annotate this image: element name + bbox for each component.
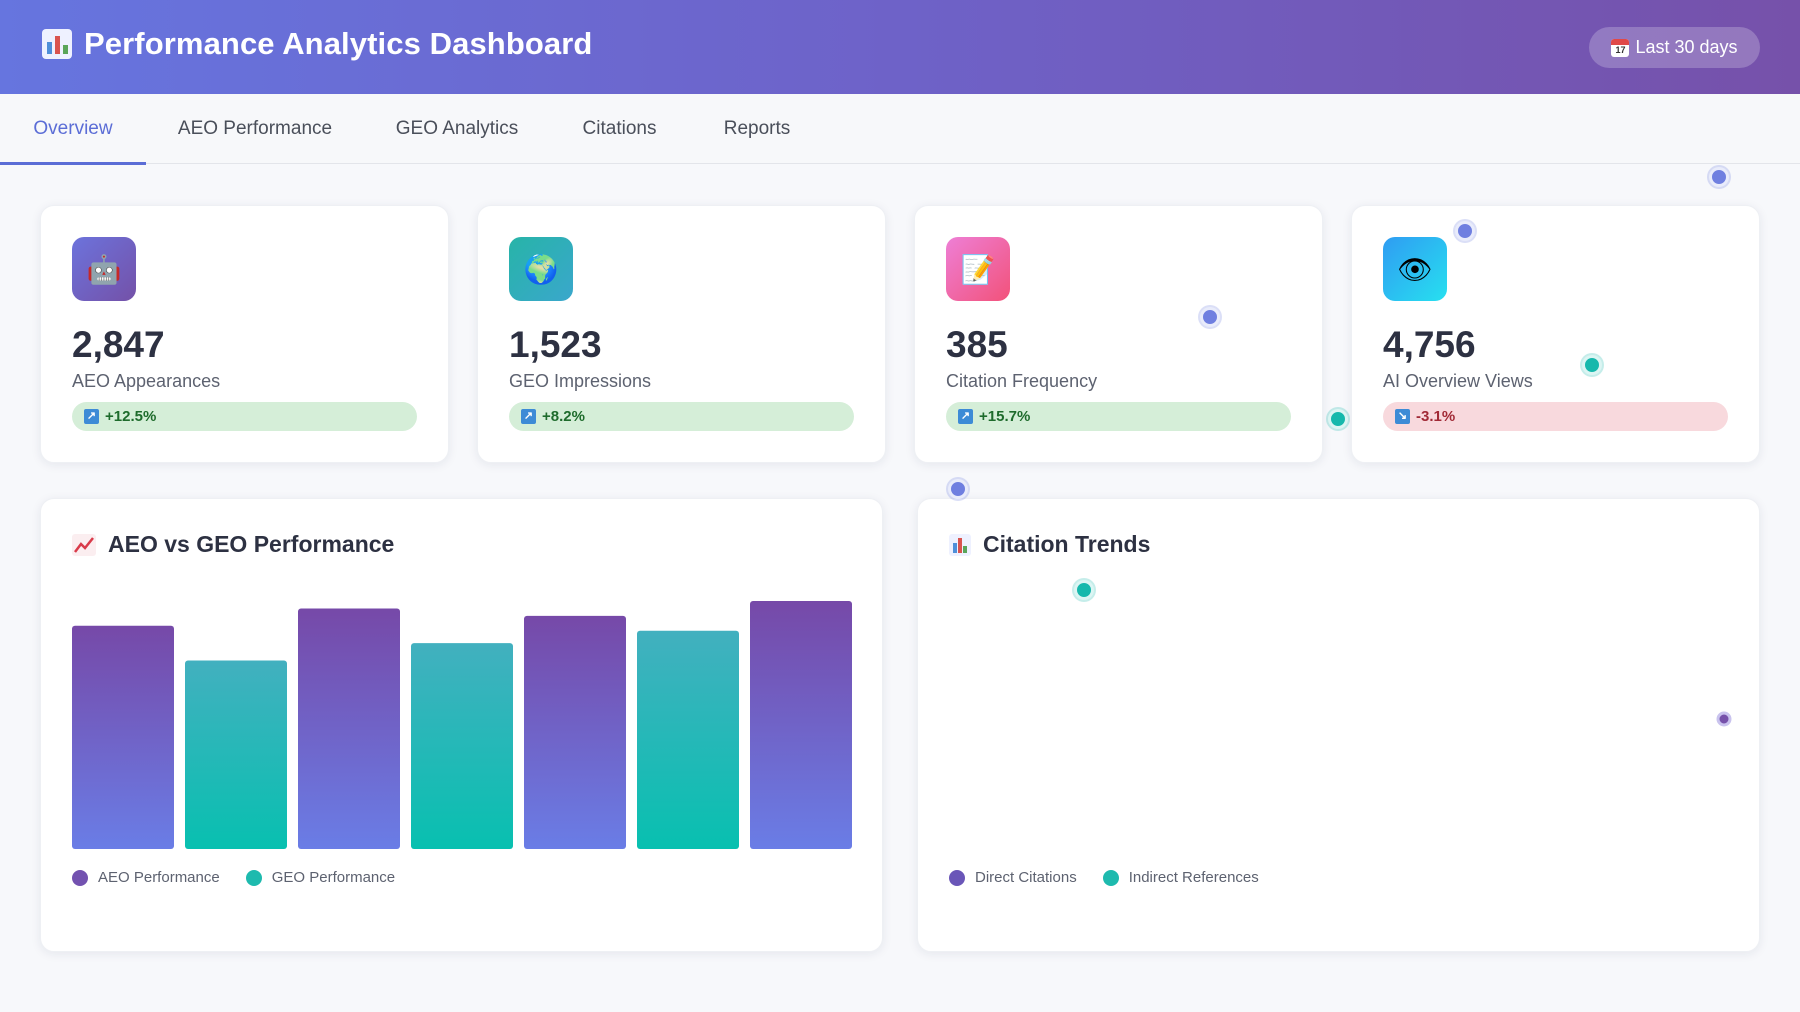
legend-item-indirect[interactable]: Indirect References — [1102, 869, 1259, 886]
tab-citations[interactable]: Citations — [582, 118, 657, 139]
chart-card-aeo-geo: AEO vs GEO Performance AEO Performance — [40, 498, 883, 952]
stat-change-badge: ↗ +15.7% — [946, 402, 1291, 431]
bar-aeo-7[interactable] — [750, 601, 852, 849]
floating-particle — [1582, 355, 1602, 375]
robot-icon: 🤖 — [72, 237, 136, 301]
floating-particle — [948, 479, 968, 499]
title-wrap: Performance Analytics Dashboard — [42, 26, 592, 62]
floating-particle — [1455, 221, 1475, 241]
tab-aeo-performance[interactable]: AEO Performance — [177, 118, 333, 139]
stat-label: Citation Frequency — [946, 371, 1098, 391]
chart-title-text: Citation Trends — [983, 531, 1151, 557]
legend-label: GEO Performance — [271, 869, 396, 886]
stat-value: 1,523 — [509, 324, 602, 365]
arrow-down-icon: ↘ — [1395, 409, 1410, 424]
stat-card-aeo-appearances[interactable]: 🤖 2,847 AEO Appearances ↗ +12.5% — [40, 205, 449, 463]
eye-icon: 👁 — [1383, 237, 1447, 301]
calendar-icon — [1611, 38, 1630, 57]
legend-label: Direct Citations — [975, 869, 1077, 886]
tab-overview[interactable]: Overview — [0, 94, 146, 165]
legend-dot — [949, 869, 965, 886]
data-point[interactable] — [1716, 711, 1732, 727]
stat-card-citation-frequency[interactable]: 📝 385 Citation Frequency ↗ +15.7% — [914, 205, 1323, 463]
bar-geo-6[interactable] — [637, 630, 739, 849]
chart-title: Citation Trends — [949, 531, 1150, 558]
stat-change-value: -3.1% — [1416, 408, 1456, 425]
legend-label: Indirect References — [1128, 869, 1259, 886]
stat-change-value: +15.7% — [979, 408, 1031, 425]
stat-card-geo-impressions[interactable]: 🌍 1,523 GEO Impressions ↗ +8.2% — [477, 205, 886, 463]
arrow-up-icon: ↗ — [521, 409, 536, 424]
chart-title-text: AEO vs GEO Performance — [108, 531, 395, 557]
bar-aeo-1[interactable] — [72, 625, 174, 849]
bar-aeo-5[interactable] — [524, 615, 626, 849]
stat-change-badge: ↗ +12.5% — [72, 402, 417, 431]
date-range-button[interactable]: Last 30 days — [1589, 27, 1760, 68]
legend-dot — [1102, 869, 1119, 886]
legend-item-geo[interactable]: GEO Performance — [245, 869, 396, 886]
bar-geo-2[interactable] — [185, 660, 287, 849]
page-title: Performance Analytics Dashboard — [84, 26, 593, 61]
stat-value: 2,847 — [72, 324, 165, 365]
globe-icon: 🌍 — [509, 237, 573, 301]
legend-label: AEO Performance — [98, 869, 220, 886]
floating-particle — [1074, 580, 1094, 600]
stat-change-badge: ↘ -3.1% — [1383, 402, 1728, 431]
bar-aeo-3[interactable] — [298, 608, 400, 849]
floating-particle — [1200, 307, 1220, 327]
stat-card-ai-overview-views[interactable]: 👁 4,756 AI Overview Views ↘ -3.1% — [1351, 205, 1760, 463]
legend-item-direct[interactable]: Direct Citations — [949, 869, 1077, 886]
chart-card-citation-trends: Citation Trends Direct Citations Indirec… — [917, 498, 1760, 952]
stat-change-value: +8.2% — [542, 408, 585, 425]
stat-label: AI Overview Views — [1383, 371, 1533, 391]
bar-chart-icon — [42, 29, 72, 59]
arrow-up-icon: ↗ — [84, 409, 99, 424]
tab-geo-analytics[interactable]: GEO Analytics — [395, 118, 519, 139]
stat-change-badge: ↗ +8.2% — [509, 402, 854, 431]
bar-chart-icon — [949, 533, 971, 556]
legend-dot — [245, 869, 262, 886]
stat-label: GEO Impressions — [509, 371, 652, 391]
floating-particle — [1328, 409, 1348, 429]
tab-bar: Overview AEO Performance GEO Analytics C… — [0, 94, 1800, 165]
bar-geo-4[interactable] — [411, 643, 513, 849]
legend-item-aeo[interactable]: AEO Performance — [72, 869, 220, 886]
tab-reports[interactable]: Reports — [723, 118, 791, 139]
chart-legend: Direct Citations Indirect References — [949, 869, 1259, 886]
legend-dot — [72, 869, 88, 886]
header: Performance Analytics Dashboard Last 30 … — [0, 0, 1800, 94]
memo-icon: 📝 — [946, 237, 1010, 301]
stat-value: 4,756 — [1383, 324, 1476, 365]
date-range-label: Last 30 days — [1635, 37, 1738, 57]
chart-legend: AEO Performance GEO Performance — [72, 869, 395, 886]
stat-change-value: +12.5% — [105, 408, 157, 425]
arrow-up-icon: ↗ — [958, 409, 973, 424]
stat-value: 385 — [946, 324, 1008, 365]
chart-title: AEO vs GEO Performance — [72, 531, 394, 558]
floating-particle — [1709, 167, 1729, 187]
trend-up-icon — [72, 533, 96, 556]
stat-label: AEO Appearances — [72, 371, 221, 391]
